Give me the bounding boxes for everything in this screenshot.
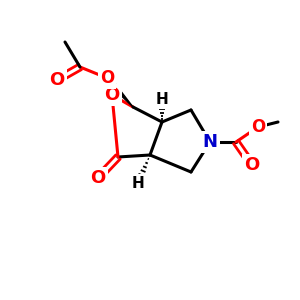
Polygon shape — [105, 76, 133, 107]
Text: O: O — [90, 169, 106, 187]
Text: O: O — [100, 69, 114, 87]
Text: N: N — [202, 133, 217, 151]
Text: O: O — [104, 86, 120, 104]
Text: O: O — [244, 156, 260, 174]
Text: H: H — [132, 176, 144, 190]
Text: H: H — [156, 92, 168, 107]
Text: O: O — [50, 71, 64, 89]
Text: O: O — [251, 118, 265, 136]
